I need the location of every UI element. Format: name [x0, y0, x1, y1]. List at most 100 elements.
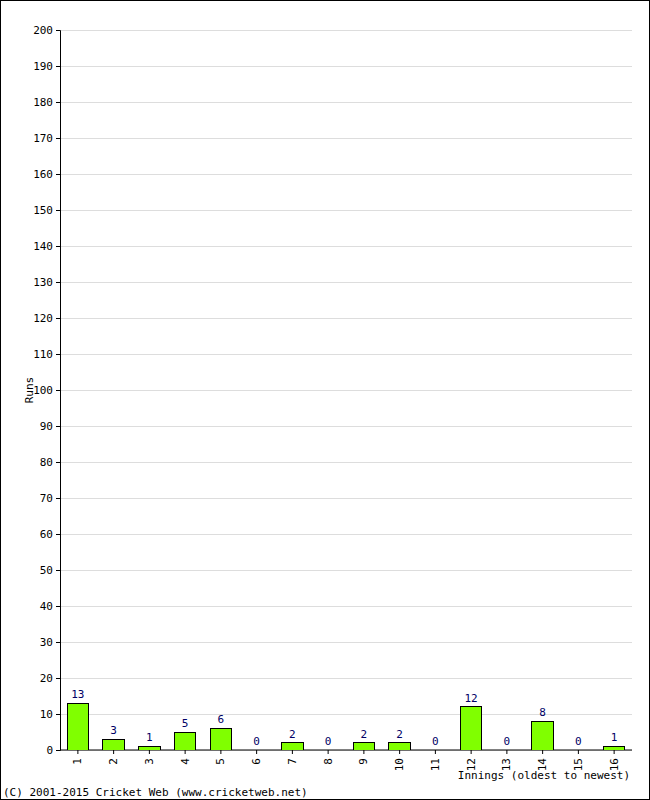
- grid-line: [60, 282, 632, 283]
- grid: [60, 30, 632, 750]
- y-tick-mark: [56, 462, 60, 463]
- x-tick-mark: [542, 750, 543, 754]
- y-tick-mark: [56, 66, 60, 67]
- y-tick: 140: [33, 240, 60, 253]
- bar: [103, 739, 124, 750]
- y-tick-label: 90: [40, 420, 53, 433]
- x-tick-mark: [328, 750, 329, 754]
- y-tick: 40: [40, 600, 60, 613]
- bar: [210, 728, 231, 750]
- bar: [67, 703, 88, 750]
- grid-line: [60, 174, 632, 175]
- bar: [496, 750, 517, 751]
- y-tick-label: 130: [33, 276, 53, 289]
- data-label: 5: [182, 717, 189, 730]
- grid-line: [60, 354, 632, 355]
- data-label: 0: [432, 735, 439, 748]
- x-tick-mark: [399, 750, 400, 754]
- background: [1, 1, 650, 800]
- x-tick-mark: [149, 750, 150, 754]
- y-tick: 130: [33, 276, 60, 289]
- x-axis-title: Innings (oldest to newest): [458, 769, 630, 782]
- x-tick-label: 11: [429, 758, 442, 771]
- y-tick-label: 0: [46, 744, 53, 757]
- x-tick-label: 2: [107, 758, 120, 765]
- y-axis: 0102030405060708090100110120130140150160…: [33, 24, 60, 757]
- x-tick: 6: [250, 750, 263, 765]
- y-tick-mark: [56, 246, 60, 247]
- x-tick: 11: [429, 750, 442, 771]
- data-label: 0: [253, 735, 260, 748]
- data-label: 3: [110, 724, 117, 737]
- chart: 0102030405060708090100110120130140150160…: [0, 0, 650, 800]
- grid-line: [60, 30, 632, 31]
- y-tick: 200: [33, 24, 60, 37]
- y-tick-mark: [56, 210, 60, 211]
- x-tick-mark: [185, 750, 186, 754]
- y-tick-label: 180: [33, 96, 53, 109]
- y-tick: 110: [33, 348, 60, 361]
- x-tick-mark: [77, 750, 78, 754]
- x-tick-label: 3: [143, 758, 156, 765]
- data-label: 0: [575, 735, 582, 748]
- data-label: 1: [146, 731, 153, 744]
- x-tick-mark: [578, 750, 579, 754]
- data-label: 8: [539, 706, 546, 719]
- y-tick: 160: [33, 168, 60, 181]
- y-tick-label: 120: [33, 312, 53, 325]
- y-tick-mark: [56, 534, 60, 535]
- y-tick-mark: [56, 606, 60, 607]
- x-tick-mark: [506, 750, 507, 754]
- y-tick-label: 50: [40, 564, 53, 577]
- y-tick-label: 100: [33, 384, 53, 397]
- grid-line: [60, 426, 632, 427]
- x-tick: 4: [179, 750, 192, 765]
- bar: [174, 732, 195, 750]
- y-tick-label: 200: [33, 24, 53, 37]
- grid-line: [60, 642, 632, 643]
- annotation: (C) 2001-2015 Cricket Web (www.cricketwe…: [3, 786, 308, 799]
- data-label: 12: [465, 692, 478, 705]
- data-label: 1: [611, 731, 618, 744]
- bar: [532, 721, 553, 750]
- y-tick-label: 140: [33, 240, 53, 253]
- data-labels: 133156020220120801: [71, 688, 617, 748]
- x-tick: 10: [393, 750, 406, 771]
- y-tick: 70: [40, 492, 60, 505]
- x-tick-mark: [435, 750, 436, 754]
- y-axis-line: [56, 31, 61, 751]
- bar: [460, 707, 481, 750]
- grid-line: [60, 138, 632, 139]
- y-tick-label: 70: [40, 492, 53, 505]
- bar: [389, 743, 410, 750]
- y-axis-title: Runs: [23, 377, 36, 404]
- bar: [603, 746, 624, 750]
- x-tick: 2: [107, 750, 120, 765]
- data-label: 0: [504, 735, 511, 748]
- y-tick-label: 10: [40, 708, 53, 721]
- y-tick: 170: [33, 132, 60, 145]
- y-tick: 30: [40, 636, 60, 649]
- x-tick-mark: [256, 750, 257, 754]
- x-tick-label: 5: [214, 758, 227, 765]
- x-tick-label: 4: [179, 758, 192, 765]
- y-tick: 90: [40, 420, 60, 433]
- x-tick-label: 8: [322, 758, 335, 765]
- y-tick-mark: [56, 354, 60, 355]
- x-tick: 3: [143, 750, 156, 765]
- y-tick-mark: [56, 678, 60, 679]
- grid-line: [60, 714, 632, 715]
- grid-line: [60, 102, 632, 103]
- y-tick-label: 80: [40, 456, 53, 469]
- x-tick: 1: [71, 750, 84, 765]
- bar: [568, 750, 589, 751]
- y-tick-mark: [56, 174, 60, 175]
- x-tick-label: 1: [71, 758, 84, 765]
- x-tick: 7: [286, 750, 299, 765]
- y-tick-label: 170: [33, 132, 53, 145]
- y-tick: 0: [46, 744, 60, 757]
- y-tick-label: 30: [40, 636, 53, 649]
- grid-line: [60, 246, 632, 247]
- bar: [317, 750, 338, 751]
- y-tick: 80: [40, 456, 60, 469]
